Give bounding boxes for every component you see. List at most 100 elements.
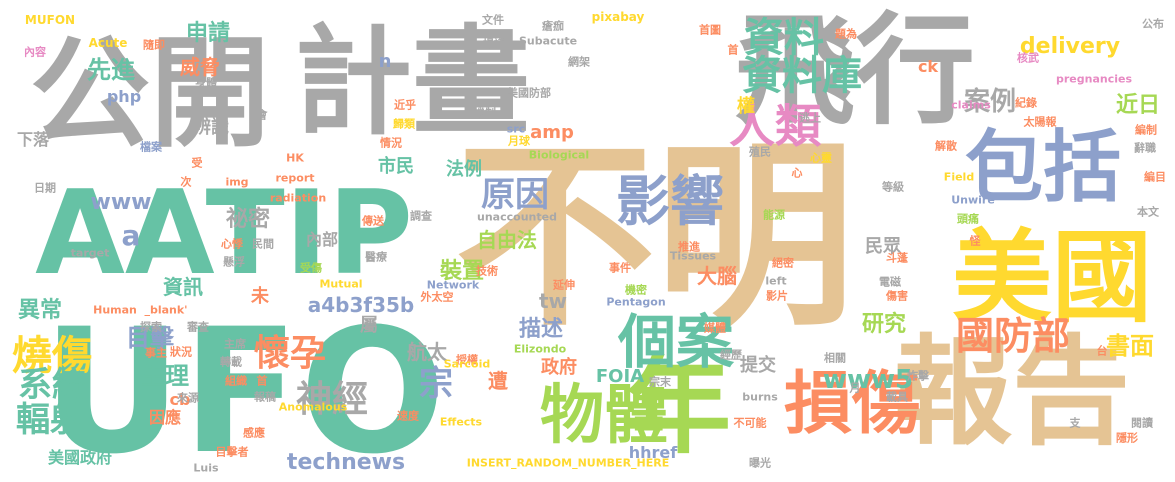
word: UFO — [42, 291, 446, 482]
word: 檔案 — [140, 140, 162, 154]
word: unaccounted — [477, 210, 557, 224]
word: Acute — [88, 36, 128, 50]
word: 權 — [737, 96, 755, 117]
word: 宗末 — [649, 375, 671, 389]
word: Anomalous — [278, 400, 348, 414]
word: 編制 — [1135, 123, 1157, 137]
word: 系統 — [18, 365, 86, 405]
word: 受 — [191, 156, 203, 170]
word: src — [506, 122, 526, 136]
word: 能源 — [763, 208, 785, 222]
word: ck — [917, 57, 939, 76]
word: 主席 — [224, 337, 246, 351]
word: 研究 — [861, 312, 907, 337]
word: Biological — [528, 148, 590, 162]
word: a — [121, 219, 141, 252]
word: left — [765, 274, 787, 288]
word: 技術 — [476, 264, 498, 278]
word: target — [70, 246, 110, 260]
word: 因應 — [148, 408, 182, 427]
word: MUFON — [24, 13, 76, 27]
word: 描述 — [518, 317, 564, 342]
word: 提交 — [740, 355, 776, 376]
word: 物體 — [540, 379, 668, 453]
word: www — [90, 190, 152, 215]
word: 祕密 — [225, 207, 271, 232]
word: tw — [538, 289, 568, 313]
word: Tissues — [669, 249, 717, 263]
word: 紀錄 — [1015, 96, 1037, 110]
word: cb — [169, 390, 191, 409]
word: 影片 — [766, 289, 788, 303]
word: 瘡痂 — [542, 19, 564, 33]
word: 傷害 — [886, 289, 908, 303]
word: Unwire — [951, 193, 995, 207]
word: 遭 — [488, 369, 508, 393]
word: 近日 — [1115, 93, 1161, 118]
word: 下落 — [16, 130, 50, 149]
word: 台 — [1096, 344, 1108, 358]
word: Field — [943, 170, 975, 184]
word: 生理 — [141, 362, 189, 390]
word: technews — [286, 450, 406, 475]
word: img — [225, 175, 249, 189]
word: Effects — [439, 415, 483, 429]
word: 損傷 — [783, 365, 921, 444]
word: 傳送 — [362, 214, 384, 228]
word: 閱讀 — [1131, 416, 1153, 430]
word: 報告 — [893, 323, 1131, 461]
word: php — [106, 87, 142, 106]
word: 目擊者 — [215, 445, 249, 459]
word: 組織 — [225, 374, 247, 388]
word: 狀況 — [170, 345, 192, 359]
word: 美國防部 — [507, 86, 551, 100]
word: 等級 — [882, 180, 904, 194]
word: 神經 — [295, 379, 369, 420]
word: Human — [93, 303, 137, 317]
word: 異常 — [17, 298, 63, 323]
word: Luis — [193, 461, 219, 475]
word: 延伸 — [553, 278, 575, 292]
word: 殖民 — [749, 145, 771, 159]
word: 經歷 — [720, 348, 742, 362]
word: 首圖 — [699, 23, 721, 37]
word: 包括 — [964, 123, 1122, 213]
word: 歸類 — [393, 117, 415, 131]
word: claims — [951, 98, 991, 112]
word: 來源 — [177, 391, 199, 405]
word: 飛行 — [735, 2, 975, 141]
word: 提議 — [483, 37, 505, 51]
word: 不可能 — [733, 416, 767, 430]
word: 資訊 — [163, 275, 203, 299]
word: n — [378, 51, 392, 72]
word: 推進 — [678, 240, 700, 254]
word: delivery — [1019, 34, 1121, 59]
word: 宗 — [419, 364, 453, 404]
word: 本文 — [1137, 205, 1159, 219]
word: 編目 — [1144, 170, 1166, 184]
word: 資料 — [744, 15, 824, 61]
word: 日期 — [34, 181, 56, 195]
word: amp — [530, 122, 574, 143]
word: 法例 — [446, 159, 482, 180]
word: 心悸 — [221, 237, 243, 251]
word: 近乎 — [394, 98, 416, 112]
word: 個案 — [617, 308, 735, 376]
word: 心 — [791, 166, 803, 180]
word: 相關 — [824, 351, 846, 365]
word: 會 — [256, 108, 268, 122]
word: 載具 — [886, 390, 908, 404]
word: 裝置 — [439, 259, 485, 284]
word: 目擊 — [126, 324, 174, 352]
word: Sarcoid — [443, 357, 491, 371]
word: 內容 — [24, 45, 46, 59]
word: Elizondo — [513, 342, 567, 356]
word: 授權 — [456, 353, 478, 367]
word: a4b3f35b — [307, 293, 415, 317]
word: 怪 — [969, 234, 981, 248]
word: 月球 — [508, 134, 530, 148]
word: radiation — [269, 191, 327, 205]
word: 情況 — [380, 136, 402, 150]
word: 影響 — [616, 170, 724, 233]
word: 隨即 — [143, 38, 165, 52]
